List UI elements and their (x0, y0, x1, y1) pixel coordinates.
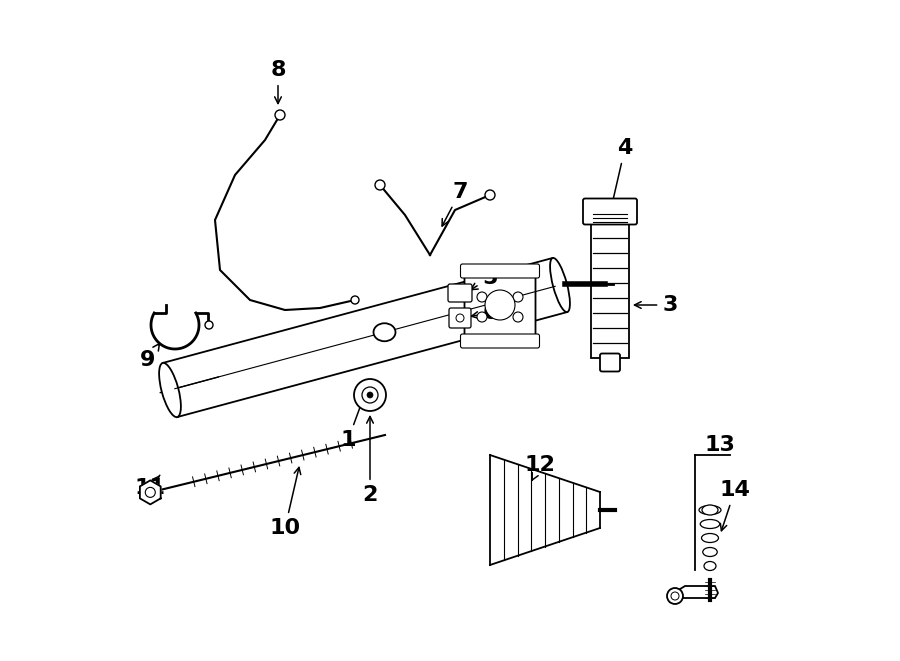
Polygon shape (490, 455, 600, 565)
Circle shape (477, 292, 487, 302)
FancyBboxPatch shape (583, 198, 637, 225)
Circle shape (671, 592, 679, 600)
Text: 1: 1 (340, 384, 369, 450)
Circle shape (362, 387, 378, 403)
Circle shape (456, 314, 464, 322)
Circle shape (667, 588, 683, 604)
Ellipse shape (550, 258, 570, 312)
Circle shape (477, 312, 487, 322)
Text: 13: 13 (705, 435, 735, 455)
Text: 14: 14 (720, 480, 751, 531)
Text: 9: 9 (140, 344, 159, 370)
Circle shape (354, 379, 386, 411)
Circle shape (513, 312, 523, 322)
Text: 7: 7 (442, 182, 468, 226)
Circle shape (145, 487, 156, 497)
Circle shape (513, 292, 523, 302)
Ellipse shape (374, 323, 395, 341)
Polygon shape (163, 258, 567, 417)
Circle shape (367, 392, 373, 398)
Ellipse shape (700, 520, 720, 529)
Circle shape (485, 290, 515, 320)
Circle shape (375, 180, 385, 190)
Circle shape (275, 110, 285, 120)
FancyBboxPatch shape (600, 354, 620, 371)
Ellipse shape (701, 533, 718, 543)
Circle shape (485, 190, 495, 200)
Circle shape (205, 321, 213, 329)
Ellipse shape (703, 547, 717, 557)
Text: 6: 6 (472, 303, 498, 323)
Text: 5: 5 (471, 268, 498, 290)
Circle shape (351, 296, 359, 304)
Polygon shape (670, 586, 718, 602)
Text: 11: 11 (134, 475, 166, 498)
Ellipse shape (702, 505, 718, 515)
FancyBboxPatch shape (464, 267, 536, 343)
Ellipse shape (704, 561, 716, 570)
Text: 8: 8 (270, 60, 286, 104)
Text: 2: 2 (363, 416, 378, 505)
FancyBboxPatch shape (449, 308, 471, 328)
FancyBboxPatch shape (448, 284, 472, 302)
Text: 10: 10 (269, 467, 301, 538)
FancyBboxPatch shape (461, 334, 539, 348)
Text: 12: 12 (525, 455, 555, 481)
Bar (591, 212, 629, 358)
Ellipse shape (699, 506, 721, 514)
Ellipse shape (159, 363, 181, 417)
Text: 4: 4 (609, 138, 633, 209)
Polygon shape (140, 481, 161, 504)
Text: 3: 3 (634, 295, 678, 315)
FancyBboxPatch shape (461, 264, 539, 278)
